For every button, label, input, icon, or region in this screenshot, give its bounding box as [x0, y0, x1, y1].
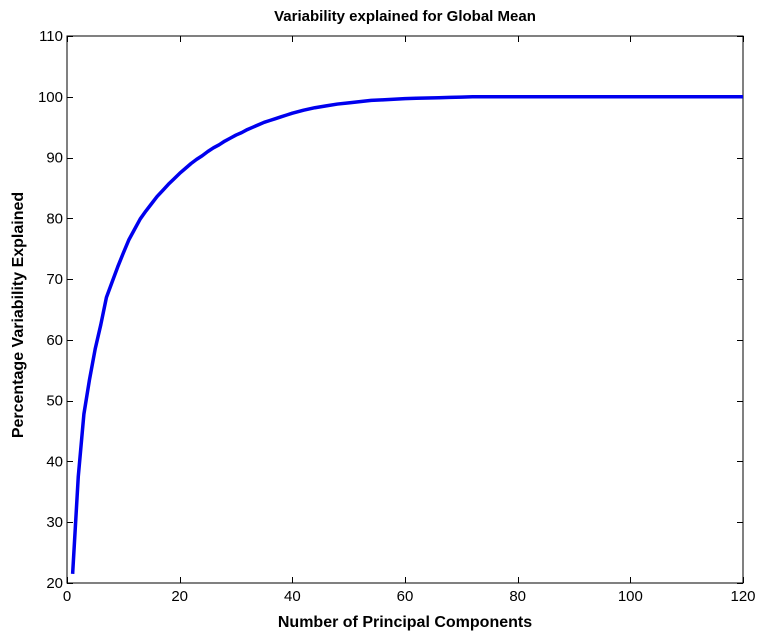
- y-axis-label: Percentage Variability Explained: [10, 192, 27, 438]
- y-tick-label: 60: [46, 332, 63, 349]
- x-tick-label: 80: [509, 588, 526, 605]
- y-tick-label: 90: [46, 150, 63, 167]
- chart-title: Variability explained for Global Mean: [274, 8, 536, 25]
- x-tick-label: 100: [618, 588, 643, 605]
- y-tick-label: 80: [46, 210, 63, 227]
- y-tick-label: 40: [46, 453, 63, 470]
- x-tick-label: 120: [730, 588, 755, 605]
- x-tick-label: 20: [171, 588, 188, 605]
- x-tick-label: 40: [284, 588, 301, 605]
- series-line: [70, 95, 743, 574]
- y-tick-label: 110: [39, 28, 63, 45]
- plot-frame: [66, 35, 744, 584]
- y-tick-label: 20: [46, 575, 63, 592]
- y-tick-label: 70: [46, 271, 63, 288]
- x-axis-label: Number of Principal Components: [278, 614, 532, 631]
- y-tick-label: 30: [46, 514, 63, 531]
- y-tick-label: 100: [38, 89, 63, 106]
- y-tick-label: 50: [46, 393, 63, 410]
- x-tick-label: 0: [63, 588, 71, 605]
- x-tick-label: 60: [397, 588, 414, 605]
